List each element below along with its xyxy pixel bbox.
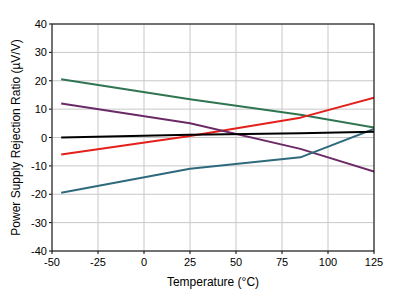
series-line [61, 129, 374, 193]
y-tick-label: 30 [35, 46, 47, 58]
y-grid-line [52, 194, 374, 195]
y-tick-label: -30 [31, 217, 47, 229]
x-tick-label: -50 [44, 256, 60, 268]
x-axis-label: Temperature (°C) [167, 275, 259, 289]
y-axis-label: Power Supply Rejection Ratio (µV/V) [9, 39, 23, 235]
plot-frame [52, 24, 374, 251]
x-grid-line [282, 24, 283, 251]
series-line [61, 132, 374, 138]
series-line [61, 103, 374, 171]
y-grid-line [52, 222, 374, 223]
y-grid-line [52, 80, 374, 81]
y-tick-label: -20 [31, 188, 47, 200]
y-tick-label: -10 [31, 160, 47, 172]
y-grid-line [52, 52, 374, 53]
y-tick-label: 20 [35, 75, 47, 87]
x-tick-label: 50 [230, 256, 242, 268]
x-tick-label: 0 [141, 256, 147, 268]
x-grid-line [190, 24, 191, 251]
x-grid-line [328, 24, 329, 251]
x-tick-label: 125 [365, 256, 383, 268]
y-tick-label: 10 [35, 103, 47, 115]
x-grid-line [236, 24, 237, 251]
chart: -40-30-20-10010203040-50-250255075100125… [0, 0, 400, 298]
series-line [61, 79, 374, 127]
x-grid-line [144, 24, 145, 251]
y-tick-label: 40 [35, 18, 47, 30]
x-tick-label: 25 [184, 256, 196, 268]
x-tick-label: 100 [319, 256, 337, 268]
y-tick-label: 0 [41, 132, 47, 144]
x-tick-label: -25 [90, 256, 106, 268]
x-tick-label: 75 [276, 256, 288, 268]
plot-area [61, 79, 374, 193]
